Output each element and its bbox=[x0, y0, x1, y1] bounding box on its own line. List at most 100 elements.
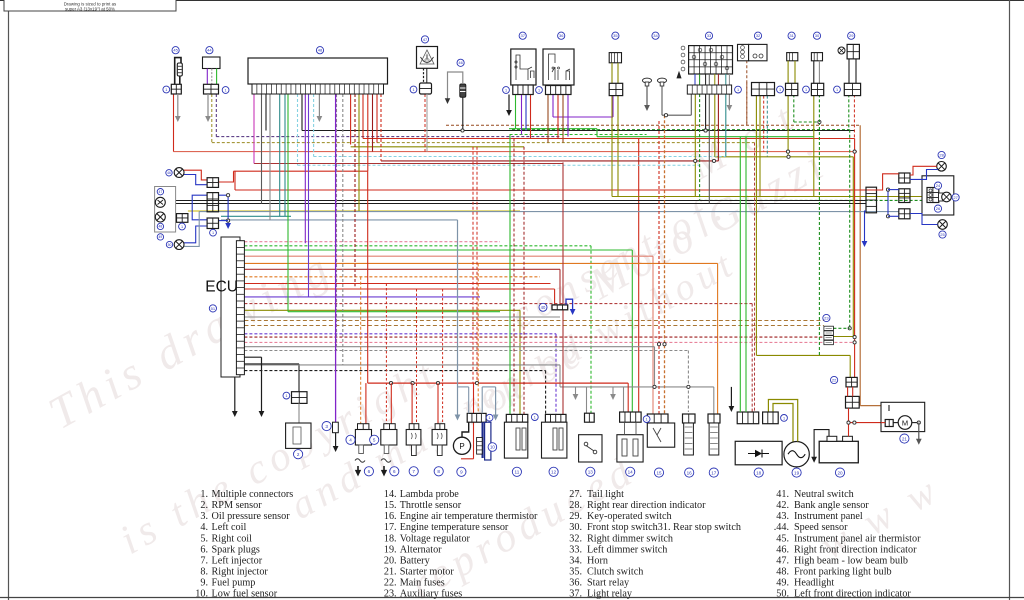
svg-text:Throttle sensor: Throttle sensor bbox=[400, 500, 462, 511]
svg-text:26: 26 bbox=[936, 206, 941, 211]
svg-text:40: 40 bbox=[541, 305, 546, 310]
svg-text:23.: 23. bbox=[384, 589, 397, 600]
svg-text:46: 46 bbox=[458, 60, 463, 65]
svg-text:Start relay: Start relay bbox=[587, 578, 630, 589]
svg-text:29: 29 bbox=[849, 33, 854, 38]
svg-text:28: 28 bbox=[939, 152, 944, 157]
svg-text:48.: 48. bbox=[776, 566, 789, 577]
svg-text:47.: 47. bbox=[776, 555, 789, 566]
svg-text:4: 4 bbox=[349, 437, 352, 442]
svg-text:Left dimmer switch: Left dimmer switch bbox=[587, 544, 667, 555]
svg-text:37: 37 bbox=[520, 33, 525, 38]
svg-text:3: 3 bbox=[325, 424, 328, 429]
svg-text:6.: 6. bbox=[200, 544, 208, 555]
svg-text:27.: 27. bbox=[569, 489, 582, 500]
svg-text:1: 1 bbox=[737, 88, 739, 92]
svg-text:6: 6 bbox=[368, 469, 371, 474]
svg-text:37.: 37. bbox=[569, 589, 582, 600]
svg-text:16.: 16. bbox=[384, 511, 397, 522]
svg-text:27: 27 bbox=[953, 195, 958, 200]
svg-text:1: 1 bbox=[225, 88, 227, 92]
svg-text:1: 1 bbox=[165, 88, 167, 92]
svg-text:20.: 20. bbox=[384, 555, 397, 566]
svg-text:48: 48 bbox=[159, 225, 163, 229]
svg-text:43.: 43. bbox=[776, 511, 789, 522]
svg-text:Headlight: Headlight bbox=[794, 578, 834, 589]
svg-text:1: 1 bbox=[489, 416, 491, 420]
svg-text:48: 48 bbox=[318, 48, 323, 53]
svg-text:3.: 3. bbox=[200, 511, 208, 522]
svg-text:11: 11 bbox=[515, 469, 520, 474]
svg-text:Right injector: Right injector bbox=[212, 566, 269, 577]
svg-text:Speed sensor: Speed sensor bbox=[794, 522, 848, 533]
svg-text:19.: 19. bbox=[384, 544, 397, 555]
svg-text:21: 21 bbox=[902, 436, 908, 441]
svg-text:Engine air temperature thermis: Engine air temperature thermistor bbox=[400, 511, 538, 522]
svg-text:Main fuses: Main fuses bbox=[400, 578, 445, 589]
svg-text:13: 13 bbox=[588, 469, 594, 474]
svg-text:32: 32 bbox=[756, 33, 761, 38]
svg-text:28.: 28. bbox=[569, 500, 582, 511]
svg-text:29.: 29. bbox=[569, 511, 582, 522]
svg-text:9: 9 bbox=[460, 469, 463, 474]
svg-text:1.: 1. bbox=[200, 489, 208, 500]
svg-text:P: P bbox=[459, 442, 464, 451]
svg-text:8.: 8. bbox=[200, 566, 208, 577]
svg-text:30: 30 bbox=[815, 33, 820, 38]
svg-text:35.: 35. bbox=[569, 566, 582, 577]
svg-text:1: 1 bbox=[505, 88, 507, 92]
svg-text:super A3 (13x19") at 50%: super A3 (13x19") at 50% bbox=[65, 6, 115, 11]
svg-text:33: 33 bbox=[707, 33, 712, 38]
svg-text:34: 34 bbox=[653, 33, 658, 38]
svg-text:High beam - low beam bulb: High beam - low beam bulb bbox=[794, 555, 908, 566]
svg-text:6: 6 bbox=[393, 469, 396, 474]
svg-text:22: 22 bbox=[832, 377, 837, 382]
svg-text:Alternator: Alternator bbox=[400, 544, 442, 555]
svg-text:Left front direction indicator: Left front direction indicator bbox=[794, 589, 911, 600]
svg-text:1: 1 bbox=[779, 88, 781, 92]
svg-text:32.: 32. bbox=[569, 533, 582, 544]
svg-text:10: 10 bbox=[490, 445, 495, 450]
svg-text:1: 1 bbox=[285, 394, 287, 398]
svg-text:47: 47 bbox=[423, 37, 428, 42]
svg-text:Multiple connectors: Multiple connectors bbox=[212, 489, 294, 500]
svg-text:15.: 15. bbox=[384, 500, 397, 511]
svg-text:20: 20 bbox=[837, 470, 843, 475]
svg-text:10.: 10. bbox=[195, 589, 208, 600]
svg-text:Right front direction indicato: Right front direction indicator bbox=[794, 544, 917, 555]
svg-text:Right dimmer switch: Right dimmer switch bbox=[587, 533, 673, 544]
svg-text:1: 1 bbox=[783, 416, 785, 420]
svg-text:Front stop switch31. Rear stop: Front stop switch31. Rear stop switch bbox=[587, 522, 741, 533]
svg-text:Oil pressure sensor: Oil pressure sensor bbox=[212, 511, 291, 522]
svg-text:31: 31 bbox=[789, 33, 794, 38]
svg-text:36.: 36. bbox=[569, 578, 582, 589]
svg-text:Instrument panel: Instrument panel bbox=[794, 511, 863, 522]
svg-text:Instrument panel air thermisto: Instrument panel air thermistor bbox=[794, 533, 921, 544]
svg-text:Fuel pump: Fuel pump bbox=[212, 578, 256, 589]
svg-text:33.: 33. bbox=[569, 544, 582, 555]
svg-text:Right rear direction indicator: Right rear direction indicator bbox=[587, 500, 706, 511]
svg-text:Key-operated switch: Key-operated switch bbox=[587, 511, 672, 522]
svg-text:Auxiliary fuses: Auxiliary fuses bbox=[400, 589, 463, 600]
svg-text:14: 14 bbox=[628, 469, 634, 474]
svg-text:46: 46 bbox=[167, 171, 171, 175]
svg-text:17: 17 bbox=[711, 470, 717, 475]
svg-text:16: 16 bbox=[687, 470, 693, 475]
svg-text:36: 36 bbox=[559, 33, 564, 38]
svg-text:Drawing is sized to print as: Drawing is sized to print as bbox=[64, 1, 117, 6]
svg-text:Horn: Horn bbox=[587, 555, 608, 566]
svg-text:Voltage regulator: Voltage regulator bbox=[400, 533, 471, 544]
svg-text:2: 2 bbox=[297, 452, 300, 457]
svg-text:1: 1 bbox=[181, 225, 183, 229]
svg-text:Low fuel sensor: Low fuel sensor bbox=[212, 589, 278, 600]
svg-text:22.: 22. bbox=[384, 578, 397, 589]
svg-text:1: 1 bbox=[538, 88, 540, 92]
svg-text:ECU: ECU bbox=[205, 279, 238, 296]
svg-text:9.: 9. bbox=[200, 578, 208, 589]
svg-text:1: 1 bbox=[805, 88, 807, 92]
svg-text:30.: 30. bbox=[569, 522, 582, 533]
svg-text:46.: 46. bbox=[776, 544, 789, 555]
svg-text:1: 1 bbox=[534, 415, 536, 419]
svg-text:50.: 50. bbox=[776, 589, 789, 600]
svg-text:45: 45 bbox=[173, 48, 178, 53]
